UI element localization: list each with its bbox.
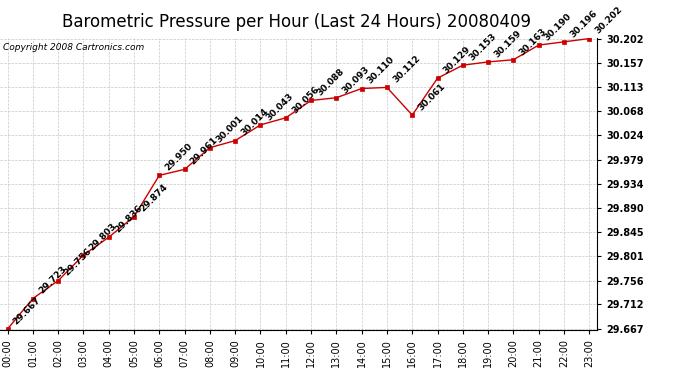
Text: 30.159: 30.159 <box>492 28 523 59</box>
Text: 29.961: 29.961 <box>189 136 220 166</box>
Text: 30.088: 30.088 <box>315 67 346 98</box>
Text: 30.190: 30.190 <box>543 12 573 42</box>
Text: 29.803: 29.803 <box>88 222 119 252</box>
Text: 30.093: 30.093 <box>341 64 371 95</box>
Text: 29.667: 29.667 <box>12 295 43 326</box>
Text: 30.061: 30.061 <box>416 82 447 112</box>
Text: 30.202: 30.202 <box>593 5 624 36</box>
Text: 29.874: 29.874 <box>138 183 169 214</box>
Text: 29.836: 29.836 <box>113 204 144 234</box>
Text: 30.110: 30.110 <box>366 55 397 86</box>
Text: 30.001: 30.001 <box>214 114 245 145</box>
Text: 30.112: 30.112 <box>391 54 422 85</box>
Text: 30.129: 30.129 <box>442 45 473 75</box>
Text: 29.950: 29.950 <box>164 142 195 172</box>
Text: 29.723: 29.723 <box>37 265 68 296</box>
Text: 30.014: 30.014 <box>239 107 270 138</box>
Text: 29.756: 29.756 <box>62 247 93 278</box>
Text: 30.056: 30.056 <box>290 84 321 115</box>
Text: 30.153: 30.153 <box>467 32 497 62</box>
Text: Barometric Pressure per Hour (Last 24 Hours) 20080409: Barometric Pressure per Hour (Last 24 Ho… <box>62 13 531 31</box>
Text: 30.196: 30.196 <box>568 8 599 39</box>
Text: Copyright 2008 Cartronics.com: Copyright 2008 Cartronics.com <box>3 44 144 52</box>
Text: 30.043: 30.043 <box>265 92 295 122</box>
Text: 30.163: 30.163 <box>518 26 549 57</box>
